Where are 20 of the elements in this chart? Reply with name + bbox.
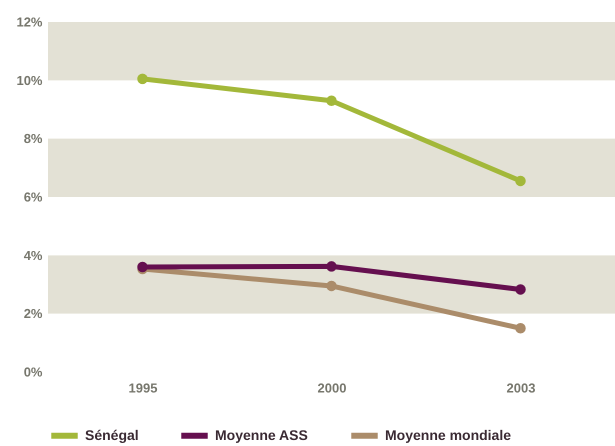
y-tick-label: 8%: [24, 131, 43, 146]
point: [137, 74, 148, 84]
legend-label: Moyenne mondiale: [385, 426, 512, 443]
legend-label: Sénégal: [85, 426, 139, 443]
y-tick-label: 6%: [24, 190, 43, 204]
y-tick-label: 10%: [16, 72, 43, 88]
point: [326, 280, 337, 292]
y-tick-label: 12%: [16, 14, 43, 30]
x-tick-label: 2003: [506, 380, 536, 396]
y-tick-label: 4%: [24, 248, 43, 263]
x-tick-label: 2000: [318, 380, 346, 396]
y-tick-label: 0%: [24, 364, 43, 380]
point: [326, 261, 337, 272]
point: [515, 323, 526, 334]
y-tick-label: 2%: [24, 306, 43, 322]
x-tick-label: 1995: [128, 380, 158, 396]
point: [326, 96, 337, 106]
point: [515, 176, 526, 186]
legend-label: Moyenne ASS: [215, 426, 308, 443]
point: [515, 284, 526, 295]
